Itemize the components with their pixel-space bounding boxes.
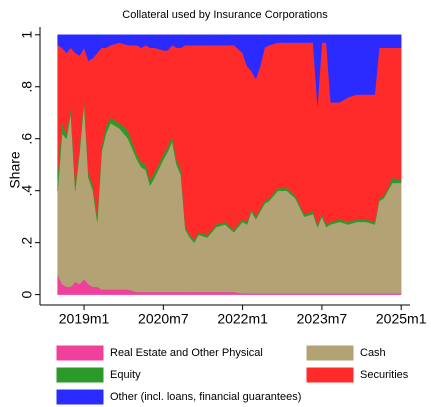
y-tick-label: .2 [19, 237, 35, 249]
y-tick-label: 1 [19, 31, 35, 39]
y-tick-label: 0 [19, 291, 35, 299]
legend-swatch [306, 345, 354, 361]
legend-swatch [56, 389, 104, 405]
y-tick-label: .4 [19, 185, 35, 197]
x-tick-label: 2023m7 [297, 311, 348, 327]
chart-title: Collateral used by Insurance Corporation… [122, 9, 328, 21]
legend-label: Equity [110, 369, 141, 381]
y-tick-label: .8 [19, 81, 35, 93]
legend-swatch [56, 345, 104, 361]
x-tick-label: 2022m1 [217, 311, 268, 327]
y-axis-label: Share [7, 151, 23, 189]
area [57, 34, 402, 105]
x-tick-label: 2019m1 [59, 311, 110, 327]
legend-swatch [306, 367, 354, 383]
legend-label: Securities [360, 369, 409, 381]
x-tick-label: 2020m7 [138, 311, 189, 327]
legend-swatch [56, 367, 104, 383]
legend-label: Other (incl. loans, financial guarantees… [110, 391, 301, 403]
legend-label: Cash [360, 347, 386, 359]
legend-label: Real Estate and Other Physical [110, 347, 263, 359]
y-tick-label: .6 [19, 133, 35, 145]
x-tick-label: 2025m1 [376, 311, 427, 327]
